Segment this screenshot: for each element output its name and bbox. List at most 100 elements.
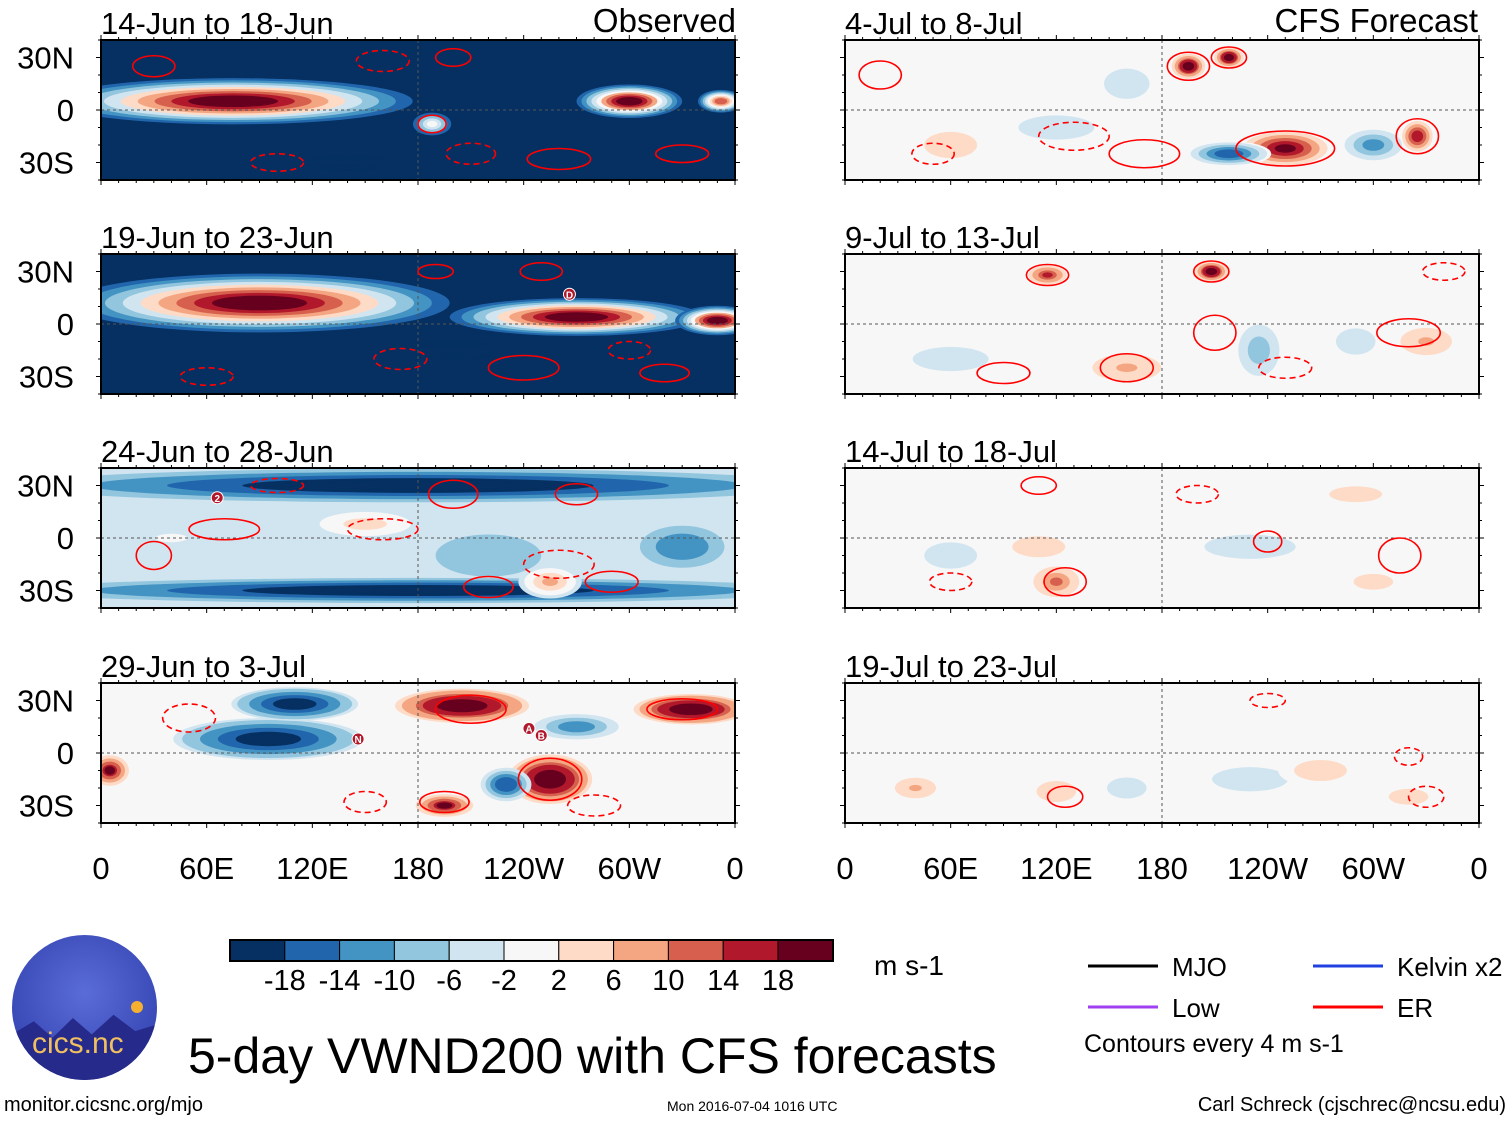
er-contour	[417, 263, 455, 280]
anomaly-shading	[1274, 144, 1296, 153]
main-title: 5-day VWND200 with CFS forecasts	[188, 1028, 997, 1084]
anomaly-shading	[426, 120, 438, 128]
anomaly-shading	[542, 577, 559, 586]
colorbar-bin	[339, 939, 395, 962]
x-tick-label: 60E	[923, 851, 978, 886]
er-contour	[427, 479, 479, 510]
anomaly-shading	[1184, 63, 1193, 70]
map-panel: 14-Jul to 18-Jul	[840, 434, 1484, 613]
anomaly-shading	[104, 766, 116, 775]
map-panel: 19-Jul to 23-Jul 0 60E 120E 180 120W 60W 0	[836, 649, 1487, 886]
anomaly-shading	[1225, 54, 1233, 61]
x-tick-label: 0	[92, 851, 109, 886]
anomaly-shading	[1218, 150, 1240, 157]
anomaly-shading	[1207, 268, 1216, 275]
er-contour	[1252, 530, 1283, 553]
er-contour	[646, 697, 719, 721]
er-contour	[654, 144, 710, 164]
colorbar-bin	[503, 939, 560, 962]
anomaly-shading	[544, 312, 609, 322]
anomaly-shading	[211, 295, 308, 311]
colorbar-label: -14	[319, 965, 361, 997]
er-contour	[179, 366, 234, 387]
colorbar-label: -2	[491, 965, 517, 997]
er-contour	[584, 570, 639, 594]
anomaly-shading	[1347, 336, 1364, 347]
er-contour	[1020, 475, 1058, 496]
panel-title: 4-Jul to 8-Jul	[845, 6, 1022, 41]
er-contour	[1192, 260, 1230, 283]
anomaly-shading	[1309, 766, 1332, 775]
er-contour	[1421, 261, 1466, 282]
anomaly-shading	[442, 347, 464, 353]
legend: MJO Kelvin x2 Low ER	[1088, 952, 1503, 1023]
panel-title: 19-Jul to 23-Jul	[845, 649, 1057, 684]
er-contour	[911, 142, 955, 166]
y-tick-label: 30S	[19, 146, 74, 181]
er-contour	[418, 790, 470, 814]
anomaly-shading	[616, 97, 643, 106]
y-tick-label: 30N	[17, 684, 74, 719]
colorbar-unit: m s-1	[874, 950, 944, 981]
er-contour	[1258, 356, 1313, 380]
panel-title: 14-Jul to 18-Jul	[845, 434, 1057, 469]
anomaly-shading	[909, 784, 922, 792]
anomaly-shading	[1028, 542, 1050, 551]
er-contour	[346, 517, 419, 541]
legend-label: Kelvin x2	[1397, 952, 1503, 982]
cics-logo: cics.nc	[12, 935, 157, 1080]
panel-field	[101, 40, 735, 180]
anomaly-shading	[336, 160, 359, 165]
anomaly-shading	[443, 701, 481, 711]
anomaly-shading	[940, 139, 962, 151]
anomaly-shading	[1043, 123, 1070, 132]
y-tick-label: 0	[57, 521, 74, 556]
er-contour	[976, 361, 1031, 385]
er-contour	[131, 54, 176, 78]
er-contour	[1249, 692, 1287, 709]
panel-title: 9-Jul to 13-Jul	[845, 220, 1040, 255]
x-tick-label: 120W	[483, 851, 565, 886]
x-tick-label: 180	[1136, 851, 1188, 886]
anomaly-shading	[278, 699, 311, 709]
anomaly-shading	[475, 550, 502, 561]
x-tick-label: 120E	[276, 851, 348, 886]
panel-field	[845, 683, 1479, 823]
er-contour	[462, 575, 514, 599]
er-contour	[607, 340, 652, 360]
footer-url[interactable]: monitor.cicsnc.org/mjo	[4, 1094, 203, 1116]
y-tick-label: 30S	[19, 574, 74, 609]
x-tick-label: 0	[726, 851, 743, 886]
colorbar-label: -18	[264, 965, 306, 997]
x-tick-label: 120W	[1227, 851, 1309, 886]
er-contour	[135, 540, 173, 571]
er-contour	[1393, 746, 1424, 767]
column-title-cfs: CFS Forecast	[1274, 2, 1478, 39]
anomaly-shading	[1118, 78, 1135, 89]
anomaly-shading	[565, 723, 588, 730]
er-contour	[249, 477, 305, 494]
colorbar-frame	[229, 939, 834, 962]
colorbar-bin	[448, 939, 505, 962]
er-contour	[1166, 51, 1211, 82]
legend-note: Contours every 4 m s-1	[1084, 1030, 1344, 1058]
anomaly-shading	[671, 541, 693, 552]
er-contour	[639, 363, 691, 383]
panel-title: 24-Jun to 28-Jun	[101, 434, 334, 469]
er-contour	[1376, 317, 1442, 348]
er-contour	[1046, 785, 1084, 809]
er-contour	[858, 60, 903, 90]
anomaly-shading	[1365, 140, 1382, 150]
storm-marker	[562, 287, 576, 301]
anomaly-shading	[1042, 272, 1053, 278]
map-panel: 4-Jul to 8-Jul	[840, 6, 1484, 185]
panel-field	[845, 468, 1479, 608]
er-contour	[1175, 484, 1220, 504]
er-contour	[1108, 138, 1181, 169]
footer-timestamp: Mon 2016-07-04 1016 UTC	[667, 1098, 838, 1114]
x-tick-label: 180	[392, 851, 444, 886]
anomaly-shading	[1234, 542, 1266, 551]
panel-field: 2	[101, 468, 735, 608]
colorbar-bin	[777, 939, 834, 962]
